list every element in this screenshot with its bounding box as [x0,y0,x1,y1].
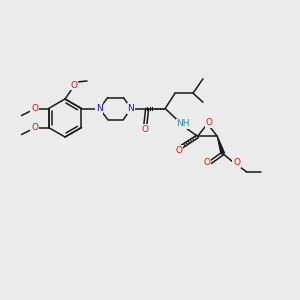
Text: O: O [233,158,240,167]
Text: N: N [96,104,103,113]
Text: O: O [204,158,211,167]
Text: O: O [142,125,149,134]
Text: O: O [31,123,38,132]
Text: N: N [128,104,134,113]
Text: NH: NH [177,119,190,128]
Text: O: O [206,118,213,127]
Polygon shape [218,136,224,154]
Text: O: O [31,104,38,113]
Text: O: O [70,80,77,89]
Text: O: O [176,146,183,155]
